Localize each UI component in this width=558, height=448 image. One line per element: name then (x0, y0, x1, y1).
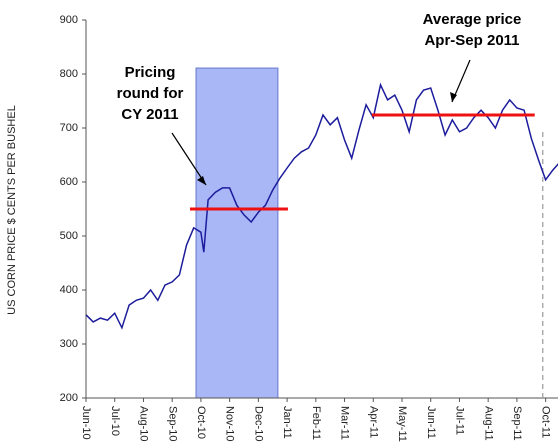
annotation: Pricing (125, 64, 176, 81)
x-tick-label: Jul-10 (109, 406, 121, 436)
x-tick-label: Feb-11 (310, 406, 322, 440)
y-tick-label: 300 (60, 338, 78, 350)
y-tick-label: 900 (60, 14, 78, 26)
arrow-head (450, 92, 457, 102)
annotation: CY 2011 (121, 106, 178, 123)
y-tick-label: 600 (60, 176, 78, 188)
x-tick-label: Aug-10 (138, 406, 150, 441)
price-line (85, 82, 558, 330)
y-tick-label: 200 (60, 392, 78, 404)
x-tick-label: Sep-10 (166, 406, 178, 441)
x-tick-label: Dec-10 (252, 406, 264, 441)
y-axis-label: US CORN PRICE $ CENTS PER BUSHEL (6, 105, 18, 315)
x-tick-label: Jun-11 (425, 406, 437, 439)
x-tick-label: Nov-10 (224, 406, 236, 441)
x-tick-label: Jan-11 (281, 406, 293, 439)
arrow (171, 132, 207, 186)
x-tick-label: Jun-10 (80, 406, 92, 440)
annotation: Average price (423, 11, 522, 28)
x-tick-label: Sep-11 (511, 406, 523, 441)
shaded-region (195, 67, 279, 399)
arrow-head (197, 176, 206, 185)
y-tick-label: 700 (60, 122, 78, 134)
y-tick-label: 800 (60, 68, 78, 80)
x-tick-label: Aug-11 (482, 406, 494, 441)
x-tick-label: Apr-11 (367, 406, 379, 438)
x-tick-label: Mar-11 (339, 406, 351, 440)
annotation: Apr-Sep 2011 (424, 32, 519, 49)
x-tick-label: May-11 (396, 406, 408, 442)
x-tick-label: Oct-10 (195, 406, 207, 439)
annotation: round for (117, 85, 184, 102)
y-tick-label: 500 (60, 230, 78, 242)
x-tick-label: Oct-11 (540, 406, 552, 438)
x-tick-label: Jul-11 (454, 406, 466, 435)
y-tick-label: 400 (60, 284, 78, 296)
